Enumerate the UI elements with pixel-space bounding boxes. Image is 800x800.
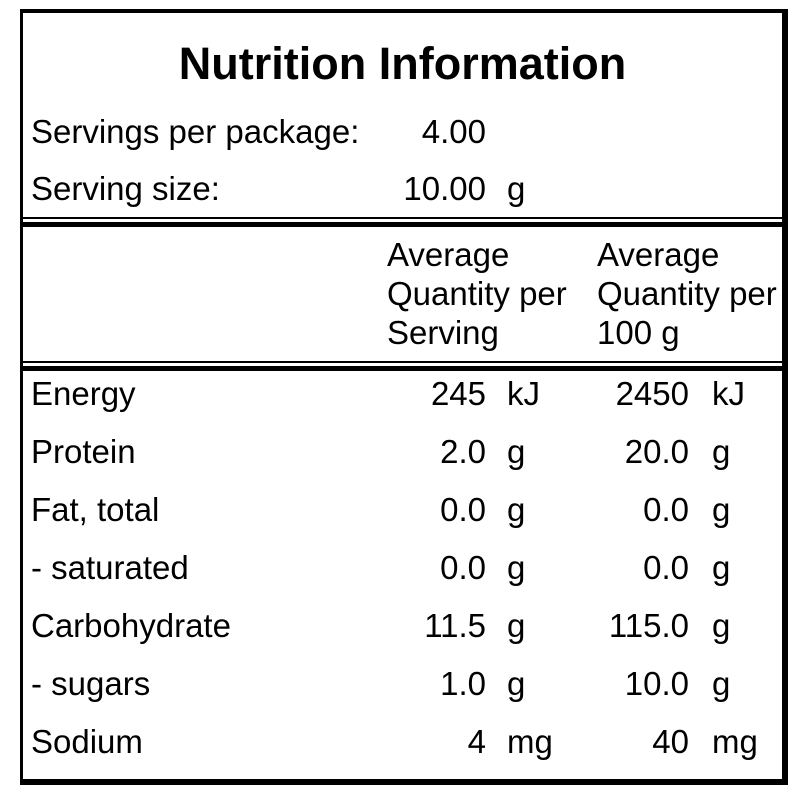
unit-per-serving: g [507, 433, 526, 470]
nutrient-name: - saturated [31, 549, 189, 586]
nutrient-row: Fat, total 0.0 g 0.0 g [23, 487, 782, 545]
value-per-100g: 2450 [615, 375, 689, 412]
header-spacer [31, 235, 387, 352]
nutrient-row: Sodium 4 mg 40 mg [23, 719, 782, 777]
serving-label: Servings per package: [31, 113, 360, 150]
nutrient-name: Energy [31, 375, 136, 412]
unit-per-100g: g [712, 491, 731, 528]
serving-label: Serving size: [31, 170, 220, 207]
nutrient-row: Protein 2.0 g 20.0 g [23, 429, 782, 487]
unit-per-100g: g [712, 665, 731, 702]
value-per-serving: 0.0 [440, 491, 486, 528]
unit-per-serving: g [507, 549, 526, 586]
nutrient-name: Fat, total [31, 491, 160, 528]
serving-unit: g [507, 170, 526, 207]
header-line: 100 g [597, 314, 680, 351]
unit-per-100g: g [712, 607, 731, 644]
nutrient-row: - sugars 1.0 g 10.0 g [23, 661, 782, 719]
serving-info-section: Nutrition Information Servings per packa… [23, 13, 782, 217]
value-per-100g: 10.0 [624, 665, 689, 702]
section-divider [23, 361, 782, 371]
header-line: Quantity per [387, 275, 567, 312]
value-per-100g: 40 [652, 723, 689, 760]
serving-rows: Servings per package: 4.00 Serving size:… [23, 103, 782, 217]
column-header-per-100g: Average Quantity per 100 g [597, 235, 782, 352]
value-per-100g: 0.0 [643, 491, 689, 528]
unit-per-serving: kJ [507, 375, 540, 412]
nutrient-table: Energy 245 kJ 2450 kJ Protein 2.0 g 20.0… [23, 371, 782, 779]
serving-unit [507, 103, 597, 160]
value-per-100g: 115.0 [608, 607, 689, 644]
panel-title: Nutrition Information [178, 38, 627, 89]
value-per-serving: 2.0 [440, 433, 486, 470]
unit-per-100g: mg [712, 723, 758, 760]
unit-per-100g: kJ [712, 375, 745, 412]
value-per-100g: 20.0 [624, 433, 689, 470]
header-line: Average [597, 236, 720, 273]
section-divider [23, 217, 782, 227]
table-header-row: Average Quantity per Serving Average Qua… [23, 227, 782, 361]
value-per-100g: 0.0 [643, 549, 689, 586]
nutrient-name: Protein [31, 433, 136, 470]
value-per-serving: 0.0 [440, 549, 486, 586]
nutrient-row: Carbohydrate 11.5 g 115.0 g [23, 603, 782, 661]
nutrient-row: - saturated 0.0 g 0.0 g [23, 545, 782, 603]
unit-per-serving: g [507, 491, 526, 528]
nutrient-name: Sodium [31, 723, 143, 760]
unit-per-serving: mg [507, 723, 553, 760]
nutrient-name: Carbohydrate [31, 607, 231, 644]
unit-per-100g: g [712, 549, 731, 586]
value-per-serving: 245 [430, 375, 486, 412]
nutrient-name: - sugars [31, 665, 151, 702]
nutrient-row: Energy 245 kJ 2450 kJ [23, 371, 782, 429]
serving-value: 10.00 [403, 170, 486, 207]
unit-per-serving: g [507, 665, 526, 702]
nutrition-panel: Nutrition Information Servings per packa… [20, 9, 788, 785]
header-line: Serving [387, 314, 499, 351]
value-per-serving: 4 [467, 723, 486, 760]
value-per-serving: 1.0 [440, 665, 486, 702]
column-header-per-serving: Average Quantity per Serving [387, 235, 597, 352]
serving-row: Serving size: 10.00 g [23, 160, 782, 217]
value-per-serving: 11.5 [424, 607, 486, 644]
header-line: Quantity per [597, 275, 777, 312]
serving-value: 4.00 [421, 113, 486, 150]
serving-row: Servings per package: 4.00 [23, 103, 782, 160]
unit-per-serving: g [507, 607, 526, 644]
unit-per-100g: g [712, 433, 731, 470]
header-line: Average [387, 236, 510, 273]
